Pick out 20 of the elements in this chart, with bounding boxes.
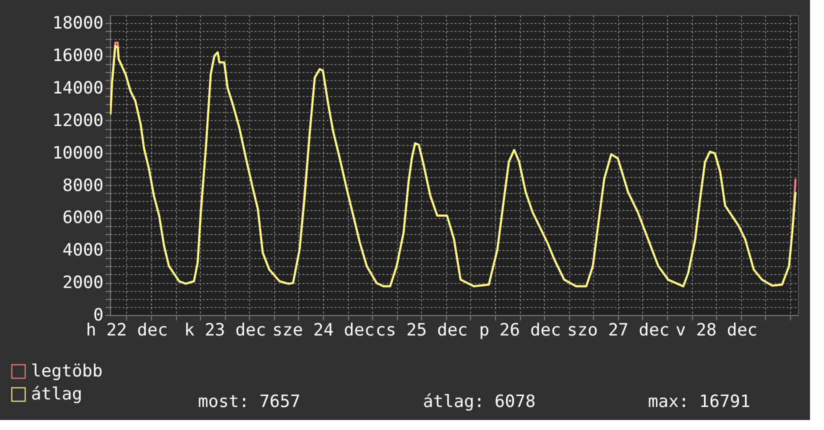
y-tick-label: 8000 (62, 176, 104, 196)
y-tick-label: 6000 (62, 208, 104, 228)
y-tick-label: 16000 (52, 46, 104, 66)
x-tick-label: szo 27 dec (567, 320, 670, 340)
text: most: 7657 (198, 392, 300, 412)
text: max: 16791 (648, 392, 750, 412)
y-tick-label: 2000 (62, 273, 104, 294)
y-tick-label: 18000 (52, 14, 104, 34)
x-tick-label: k 23 dec (184, 320, 266, 340)
x-tick-label: cs 25 dec (376, 320, 468, 340)
y-tick-label: 12000 (52, 110, 104, 131)
x-tick-label: sze 24 dec (272, 320, 375, 340)
x-tick-label: v 28 dec (676, 320, 758, 340)
text: átlag: 6078 (423, 392, 536, 412)
legend-label: átlag (31, 384, 82, 404)
legend-label: legtöbb (31, 362, 103, 382)
y-tick-label: 10000 (52, 143, 104, 164)
y-tick-label: 4000 (62, 240, 104, 261)
y-tick-label: 14000 (52, 78, 104, 98)
x-tick-label: p 26 dec (479, 320, 561, 340)
